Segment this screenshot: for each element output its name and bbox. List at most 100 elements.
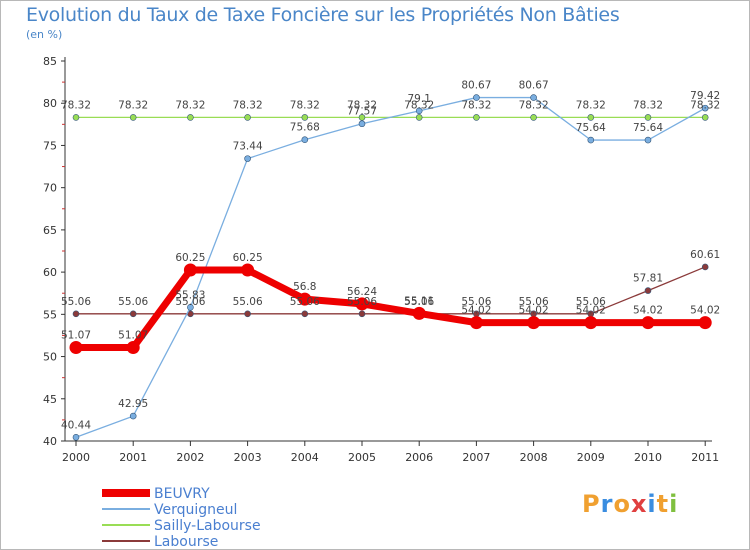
data-label: 78.32 (118, 99, 148, 111)
data-label: 78.32 (347, 99, 377, 111)
data-point (72, 114, 80, 121)
y-tick-label: 50 (43, 351, 57, 364)
data-label: 80.67 (461, 80, 491, 92)
series-layer (69, 94, 712, 441)
data-label: 75.68 (290, 122, 320, 134)
data-point (72, 433, 80, 441)
data-point (187, 304, 194, 311)
x-tick-label: 2010 (634, 451, 662, 464)
y-tick-label: 60 (43, 266, 57, 279)
data-label: 54.02 (633, 305, 663, 317)
data-point (701, 104, 709, 112)
data-label: 73.44 (233, 141, 263, 153)
data-point (298, 292, 312, 306)
data-point (584, 316, 598, 330)
data-point (358, 114, 366, 121)
data-label: 55.06 (61, 296, 91, 308)
data-label: 56.8 (293, 281, 316, 293)
logo-letter: i (647, 490, 657, 518)
data-label: 78.32 (461, 99, 491, 111)
data-point (644, 136, 652, 144)
data-label: 55.11 (404, 295, 434, 307)
data-point (126, 341, 140, 355)
logo-letter: t (656, 490, 670, 518)
data-label: 78.32 (576, 99, 606, 111)
y-tick-label: 80 (43, 97, 57, 110)
data-point (358, 310, 366, 318)
data-point (412, 306, 426, 320)
data-point (701, 114, 709, 121)
legend-entry: BEUVRY (154, 486, 210, 502)
x-tick-label: 2006 (405, 451, 433, 464)
data-label: 55.06 (233, 296, 263, 308)
x-tick-label: 2007 (462, 451, 490, 464)
data-label: 80.67 (519, 80, 549, 92)
data-point (644, 287, 652, 294)
data-point (241, 263, 255, 277)
data-label: 75.64 (576, 122, 606, 134)
data-label: 51.07 (61, 330, 91, 342)
data-label: 78.32 (233, 99, 263, 111)
data-label: 55.06 (175, 296, 205, 308)
legend-entry: Labourse (154, 534, 218, 550)
data-point (129, 310, 137, 318)
data-point (301, 136, 309, 144)
data-label: 54.02 (690, 305, 720, 317)
data-label: 54.02 (461, 305, 491, 317)
logo-letter: i (669, 490, 679, 518)
data-label: 42.95 (118, 398, 148, 410)
data-point (183, 263, 197, 277)
data-label: 79.42 (690, 90, 720, 102)
y-tick-label: 55 (43, 308, 57, 321)
data-point (473, 114, 480, 121)
data-labels: 78.32 78.32 78.32 78.32 78.32 78.32 78.32 78.32… (61, 80, 720, 432)
x-tick-label: 2011 (691, 451, 719, 464)
y-tick-label: 75 (43, 139, 57, 152)
series-line-beuvry (76, 266, 706, 352)
data-point (358, 120, 366, 128)
chart-ylabel: (en %) (26, 28, 63, 41)
data-label: 54.02 (576, 305, 606, 317)
x-tick-label: 2009 (577, 451, 605, 464)
data-label: 60.25 (175, 252, 205, 264)
data-point (587, 136, 595, 144)
data-label: 55.06 (347, 296, 377, 308)
data-point (355, 297, 369, 311)
data-point (469, 316, 483, 330)
data-point (301, 310, 309, 318)
data-label: 55.06 (118, 296, 148, 308)
data-point (530, 94, 537, 101)
data-point (129, 412, 137, 420)
data-label: 78.32 (290, 99, 320, 111)
legend-entry: Verquigneul (154, 502, 237, 518)
data-point (415, 114, 423, 121)
data-point (698, 316, 712, 330)
data-point (530, 114, 537, 121)
data-label: 78.32 (519, 99, 549, 111)
x-tick-label: 2000 (62, 451, 90, 464)
data-point (244, 310, 251, 318)
x-tick-label: 2004 (291, 451, 319, 464)
data-label: 78.32 (633, 99, 663, 111)
data-label: 60.61 (690, 249, 720, 261)
data-label: 55.06 (576, 296, 606, 308)
data-point (641, 316, 655, 330)
data-label: 55.06 (404, 296, 434, 308)
data-point (587, 114, 595, 121)
proxiti-logo: Proxiti (582, 490, 678, 518)
data-point (187, 114, 194, 121)
x-tick-label: 2001 (119, 451, 147, 464)
y-tick-label: 45 (43, 393, 57, 406)
legend-entry: Sailly-Labourse (154, 518, 261, 534)
y-tick-label: 70 (43, 182, 57, 195)
data-label: 51.07 (118, 330, 148, 342)
logo-letter: x (630, 490, 648, 518)
data-point (701, 263, 709, 271)
data-point (527, 316, 541, 330)
x-tick-label: 2003 (234, 451, 262, 464)
data-label: 60.25 (233, 252, 263, 264)
series-line-labourse (76, 266, 706, 315)
data-label: 55.06 (290, 296, 320, 308)
x-tick-label: 2008 (520, 451, 548, 464)
data-label: 78.32 (690, 99, 720, 111)
